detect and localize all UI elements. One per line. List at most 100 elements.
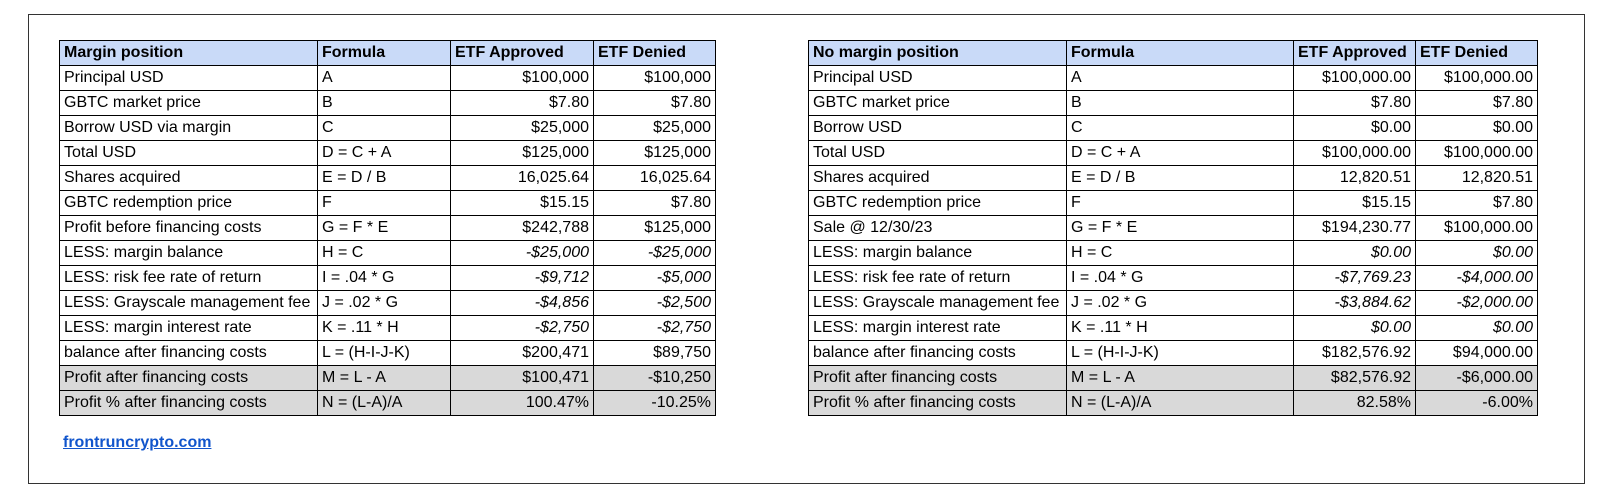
table-row: GBTC market price B $7.80 $7.80 (59, 90, 716, 116)
etf-denied-cell: $7.80 (593, 190, 716, 216)
table-header-row: No margin position Formula ETF Approved … (808, 40, 1538, 66)
table-row: LESS: risk fee rate of return I = .04 * G… (59, 265, 716, 291)
table-row: balance after financing costs L = (H-I-J-… (59, 340, 716, 366)
table-row: Sale @ 12/30/23 G = F * E $194,230.77 $100,… (808, 215, 1538, 241)
row-label-cell: LESS: margin interest rate (59, 315, 318, 341)
etf-approved-cell: $242,788 (450, 215, 594, 241)
table-row: Profit % after financing costs N = (L-A)/… (59, 390, 716, 416)
etf-denied-cell: $125,000 (593, 215, 716, 241)
no-margin-position-table: No margin position Formula ETF Approved … (808, 40, 1538, 416)
formula-cell: C (317, 115, 451, 141)
formula-cell: A (1066, 65, 1294, 91)
etf-denied-cell: $7.80 (1415, 90, 1538, 116)
table-row: Shares acquired E = D / B 16,025.64 16,025.… (59, 165, 716, 191)
formula-cell: N = (L-A)/A (1066, 390, 1294, 416)
row-label-cell: LESS: margin balance (808, 240, 1067, 266)
table-row: LESS: margin interest rate K = .11 * H $0.… (808, 315, 1538, 341)
sheet-frame (28, 14, 1585, 484)
row-label-cell: LESS: Grayscale management fee (59, 290, 318, 316)
etf-denied-cell: -10.25% (593, 390, 716, 416)
row-label-cell: Shares acquired (808, 165, 1067, 191)
etf-denied-cell: 12,820.51 (1415, 165, 1538, 191)
row-label-cell: GBTC market price (808, 90, 1067, 116)
table-row: LESS: Grayscale management fee J = .02 * … (59, 290, 716, 316)
formula-cell: E = D / B (317, 165, 451, 191)
row-label-cell: Sale @ 12/30/23 (808, 215, 1067, 241)
formula-cell: L = (H-I-J-K) (1066, 340, 1294, 366)
row-label-cell: Profit % after financing costs (59, 390, 318, 416)
row-label-cell: GBTC redemption price (808, 190, 1067, 216)
etf-approved-cell: $15.15 (1293, 190, 1416, 216)
formula-cell: G = F * E (1066, 215, 1294, 241)
header-cell: Margin position (59, 40, 318, 66)
etf-denied-cell: -$4,000.00 (1415, 265, 1538, 291)
formula-cell: B (317, 90, 451, 116)
table-row: Total USD D = C + A $125,000 $125,000 (59, 140, 716, 166)
formula-cell: M = L - A (317, 365, 451, 391)
table-row: Borrow USD via margin C $25,000 $25,000 (59, 115, 716, 141)
table-row: LESS: margin interest rate K = .11 * H -$2… (59, 315, 716, 341)
etf-approved-cell: -$9,712 (450, 265, 594, 291)
table-row: balance after financing costs L = (H-I-J-… (808, 340, 1538, 366)
etf-denied-cell: $100,000.00 (1415, 65, 1538, 91)
formula-cell: J = .02 * G (1066, 290, 1294, 316)
row-label-cell: LESS: risk fee rate of return (59, 265, 318, 291)
etf-denied-cell: -$5,000 (593, 265, 716, 291)
etf-denied-cell: -$2,500 (593, 290, 716, 316)
row-label-cell: balance after financing costs (59, 340, 318, 366)
formula-cell: N = (L-A)/A (317, 390, 451, 416)
row-label-cell: Total USD (808, 140, 1067, 166)
etf-approved-cell: $0.00 (1293, 240, 1416, 266)
header-cell: Formula (317, 40, 451, 66)
formula-cell: E = D / B (1066, 165, 1294, 191)
etf-approved-cell: $25,000 (450, 115, 594, 141)
etf-denied-cell: $100,000.00 (1415, 215, 1538, 241)
etf-approved-cell: -$3,884.62 (1293, 290, 1416, 316)
etf-approved-cell: -$2,750 (450, 315, 594, 341)
etf-denied-cell: $100,000 (593, 65, 716, 91)
header-cell: No margin position (808, 40, 1067, 66)
row-label-cell: LESS: risk fee rate of return (808, 265, 1067, 291)
etf-denied-cell: $0.00 (1415, 315, 1538, 341)
etf-denied-cell: $25,000 (593, 115, 716, 141)
etf-approved-cell: 100.47% (450, 390, 594, 416)
etf-denied-cell: -$10,250 (593, 365, 716, 391)
etf-approved-cell: $100,000.00 (1293, 65, 1416, 91)
formula-cell: A (317, 65, 451, 91)
row-label-cell: LESS: margin interest rate (808, 315, 1067, 341)
table-row: Total USD D = C + A $100,000.00 $100,000.00 (808, 140, 1538, 166)
formula-cell: K = .11 * H (1066, 315, 1294, 341)
frontruncrypto-link[interactable]: frontruncrypto.com (63, 434, 212, 451)
formula-cell: J = .02 * G (317, 290, 451, 316)
table-row: LESS: risk fee rate of return I = .04 * G… (808, 265, 1538, 291)
table-row: Profit before financing costs G = F * E $2… (59, 215, 716, 241)
formula-cell: D = C + A (317, 140, 451, 166)
header-cell: ETF Approved (450, 40, 594, 66)
formula-cell: C (1066, 115, 1294, 141)
etf-approved-cell: 12,820.51 (1293, 165, 1416, 191)
etf-denied-cell: -6.00% (1415, 390, 1538, 416)
etf-approved-cell: $15.15 (450, 190, 594, 216)
row-label-cell: Shares acquired (59, 165, 318, 191)
formula-cell: G = F * E (317, 215, 451, 241)
etf-denied-cell: $7.80 (1415, 190, 1538, 216)
etf-approved-cell: $7.80 (1293, 90, 1416, 116)
etf-denied-cell: -$2,750 (593, 315, 716, 341)
etf-approved-cell: $125,000 (450, 140, 594, 166)
etf-approved-cell: $100,000.00 (1293, 140, 1416, 166)
row-label-cell: Principal USD (59, 65, 318, 91)
etf-approved-cell: $200,471 (450, 340, 594, 366)
header-cell: ETF Denied (593, 40, 716, 66)
table-row: LESS: margin balance H = C -$25,000 -$25,00… (59, 240, 716, 266)
row-label-cell: Principal USD (808, 65, 1067, 91)
etf-denied-cell: $7.80 (593, 90, 716, 116)
table-row: LESS: Grayscale management fee J = .02 * … (808, 290, 1538, 316)
etf-denied-cell: $89,750 (593, 340, 716, 366)
etf-approved-cell: -$7,769.23 (1293, 265, 1416, 291)
etf-approved-cell: -$25,000 (450, 240, 594, 266)
etf-approved-cell: $182,576.92 (1293, 340, 1416, 366)
margin-position-table: Margin position Formula ETF Approved ETF… (59, 40, 716, 416)
etf-approved-cell: $100,471 (450, 365, 594, 391)
row-label-cell: GBTC redemption price (59, 190, 318, 216)
formula-cell: L = (H-I-J-K) (317, 340, 451, 366)
